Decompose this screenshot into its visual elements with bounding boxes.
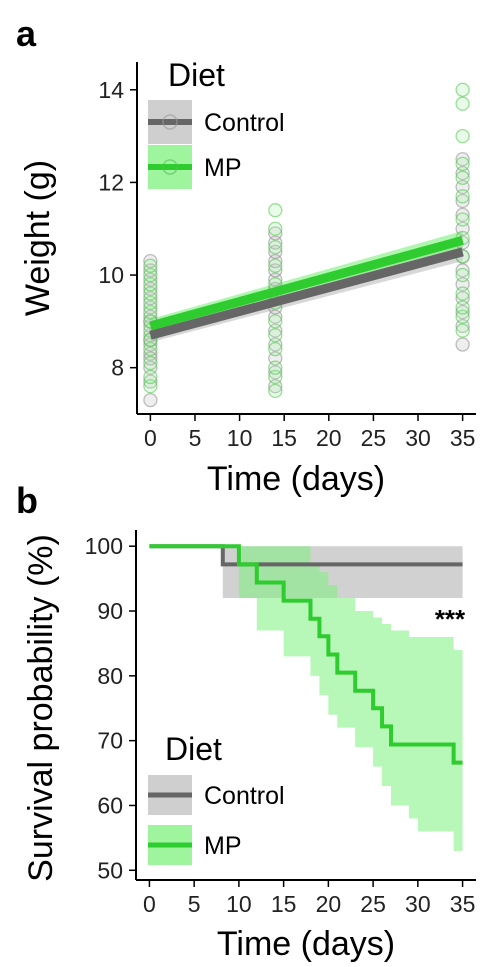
panel-b-survival-curves	[149, 544, 463, 765]
x-tick-label: 15	[271, 891, 297, 917]
y-tick-label: 14	[98, 77, 124, 103]
x-tick-label: 35	[450, 891, 476, 917]
y-tick-label: 100	[85, 533, 123, 559]
legend-a-mp-label: MP	[204, 154, 242, 182]
x-tick-label: 0	[143, 891, 156, 917]
survival-curve-mp	[149, 544, 463, 765]
data-point-mp	[455, 96, 470, 111]
data-point-mp	[143, 369, 158, 385]
panel-a-letter: a	[16, 13, 37, 54]
y-tick-label: 8	[111, 355, 124, 381]
panel-a-legend: Diet Control MP	[148, 57, 285, 189]
data-point-mp	[268, 360, 283, 375]
x-tick-label: 25	[361, 425, 387, 451]
legend-b-mp-label: MP	[204, 832, 242, 860]
data-point-mp	[455, 323, 470, 338]
data-point-control	[455, 152, 470, 167]
data-point-mp	[268, 342, 283, 357]
panel-a-legend-title: Diet	[168, 57, 225, 93]
fit-line-mp	[149, 235, 464, 331]
y-tick-label: 70	[97, 728, 123, 754]
data-point-control	[455, 337, 470, 352]
data-point-control	[455, 193, 470, 209]
data-point-mp	[268, 203, 283, 218]
panel-b-x-ticks: 0 5 10 15 20 25 30 35	[143, 880, 475, 917]
data-point-mp	[455, 128, 470, 144]
panel-a-fit-lines	[149, 235, 464, 340]
x-tick-label: 15	[271, 425, 297, 451]
data-point-mp	[455, 286, 470, 301]
data-point-control	[455, 304, 470, 320]
data-point-mp	[268, 383, 283, 398]
data-point-control	[143, 392, 158, 408]
legend-b-control-label: Control	[204, 782, 285, 810]
x-tick-label: 5	[189, 425, 202, 451]
legend-a-mp-point	[162, 159, 178, 175]
panel-b-y-label: Survival probability (%)	[22, 534, 60, 882]
x-tick-label: 30	[405, 425, 431, 451]
legend-a-control-label: Control	[204, 109, 285, 137]
significance-annotation: ***	[435, 604, 466, 634]
y-tick-label: 10	[98, 262, 124, 288]
data-point-mp	[455, 300, 470, 315]
x-tick-label: 25	[360, 891, 386, 917]
panel-b-ci-bands	[149, 546, 463, 851]
y-tick-label: 80	[97, 663, 123, 689]
data-point-mp	[455, 189, 470, 204]
panel-a-y-label: Weight (g)	[19, 160, 57, 316]
panel-b-legend-title: Diet	[165, 731, 222, 767]
data-point-mp	[455, 170, 470, 185]
panel-a-points	[143, 82, 470, 408]
legend-a-control-point	[162, 114, 178, 130]
data-point-mp	[455, 156, 470, 172]
data-point-control	[268, 365, 283, 380]
panel-b-x-label: Time (days)	[217, 925, 395, 963]
data-point-control	[455, 263, 470, 278]
x-tick-label: 35	[450, 425, 476, 451]
panel-a-x-label: Time (days)	[207, 460, 385, 498]
y-tick-label: 12	[98, 169, 124, 195]
data-point-control	[455, 207, 470, 222]
x-tick-label: 20	[316, 891, 342, 917]
panel-b-legend: Diet Control MP	[148, 731, 285, 865]
panel-b: b 0 5 10 15 20 25 30 35 50 60 70 80 90 100 *** Time …	[16, 480, 476, 963]
ci-band-mp	[149, 546, 463, 851]
data-point-control	[143, 374, 158, 389]
data-point-mp	[455, 267, 470, 283]
data-point-mp	[268, 240, 283, 255]
x-tick-label: 10	[227, 425, 253, 451]
panel-a-y-ticks: 8 10 12 14	[98, 77, 137, 381]
data-point-mp	[268, 258, 283, 273]
x-tick-label: 10	[226, 891, 252, 917]
fit-line-control	[149, 247, 464, 340]
x-tick-label: 5	[188, 891, 201, 917]
panel-b-letter: b	[16, 480, 38, 521]
y-tick-label: 50	[97, 857, 123, 883]
data-point-mp	[455, 82, 470, 97]
panel-a-x-ticks: 0 5 10 15 20 25 30 35	[144, 414, 475, 451]
data-point-mp	[455, 212, 470, 227]
data-point-mp	[143, 355, 158, 371]
data-point-mp	[268, 328, 283, 343]
data-point-control	[268, 226, 283, 241]
data-point-mp	[268, 221, 283, 236]
y-tick-label: 60	[97, 792, 123, 818]
x-tick-label: 0	[144, 425, 157, 451]
panel-b-y-ticks: 50 60 70 80 90 100	[85, 533, 136, 883]
data-point-control	[143, 254, 158, 269]
panel-a: a 0 5 10 15 20 25 30 35 8 10 12 14 Time (days) Wei…	[16, 13, 476, 498]
data-point-mp	[268, 314, 283, 329]
x-tick-label: 20	[316, 425, 342, 451]
x-tick-label: 30	[405, 891, 431, 917]
y-tick-label: 90	[97, 598, 123, 624]
data-point-mp	[143, 258, 158, 273]
